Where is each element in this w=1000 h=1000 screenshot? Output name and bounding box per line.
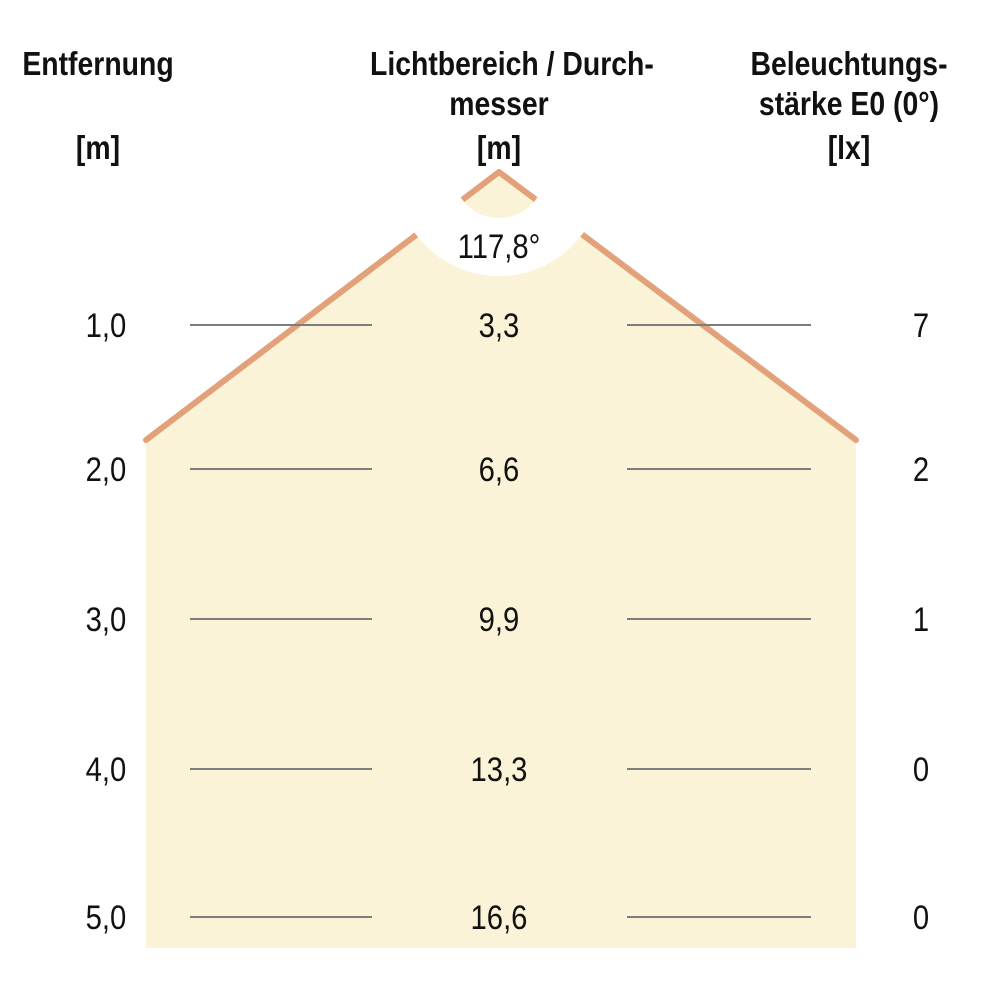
diameter-value: 6,6: [478, 451, 520, 489]
beam-angle-label: 117,8°: [457, 228, 541, 266]
row-line-right: [627, 324, 811, 326]
illuminance-value: 7: [912, 307, 930, 345]
illuminance-value: 0: [912, 751, 930, 789]
row-line-left: [190, 618, 372, 620]
header-illuminance: Beleuchtungs- stärke E0 (0°) [lx]: [699, 44, 999, 176]
row-line-right: [627, 768, 811, 770]
light-cone-fill: [146, 172, 856, 948]
diameter-value: 9,9: [478, 601, 520, 639]
row-line-right: [627, 468, 811, 470]
row-line-left: [190, 768, 372, 770]
table-row: 3,0 9,9 1: [0, 600, 1000, 640]
row-line-left: [190, 916, 372, 918]
header-diameter-title-line2: messer: [449, 85, 549, 122]
header-diameter: Lichtbereich / Durch- messer [m]: [349, 44, 654, 176]
distance-value: 3,0: [85, 601, 127, 639]
illuminance-value: 2: [912, 451, 930, 489]
distance-value: 4,0: [85, 751, 127, 789]
header-diameter-title-line1: Lichtbereich / Durch-: [370, 45, 654, 82]
distance-value: 2,0: [85, 451, 127, 489]
diameter-value: 3,3: [478, 307, 520, 345]
distance-value: 5,0: [85, 899, 127, 937]
illuminance-value: 0: [912, 899, 930, 937]
header-distance-title: Entfernung: [22, 45, 174, 82]
header-illuminance-title-line2: stärke E0 (0°): [758, 85, 940, 122]
table-row: 4,0 13,3 0: [0, 750, 1000, 790]
table-row: 5,0 16,6 0: [0, 898, 1000, 938]
beam-angle-gap-arc: [395, 172, 603, 276]
row-line-right: [627, 618, 811, 620]
header-diameter-unit: [m]: [476, 129, 522, 166]
row-line-right: [627, 916, 811, 918]
header-illuminance-unit: [lx]: [827, 129, 871, 166]
illuminance-value: 1: [912, 601, 930, 639]
table-row: 2,0 6,6 2: [0, 450, 1000, 490]
diameter-value: 13,3: [470, 751, 528, 789]
header-distance: Entfernung [m]: [0, 44, 196, 176]
table-row: 1,0 3,3 7: [0, 306, 1000, 346]
row-line-left: [190, 324, 372, 326]
distance-value: 1,0: [85, 307, 127, 345]
header-illuminance-title-line1: Beleuchtungs-: [750, 45, 948, 82]
header-distance-unit: [m]: [75, 129, 121, 166]
row-line-left: [190, 468, 372, 470]
diameter-value: 16,6: [470, 899, 528, 937]
